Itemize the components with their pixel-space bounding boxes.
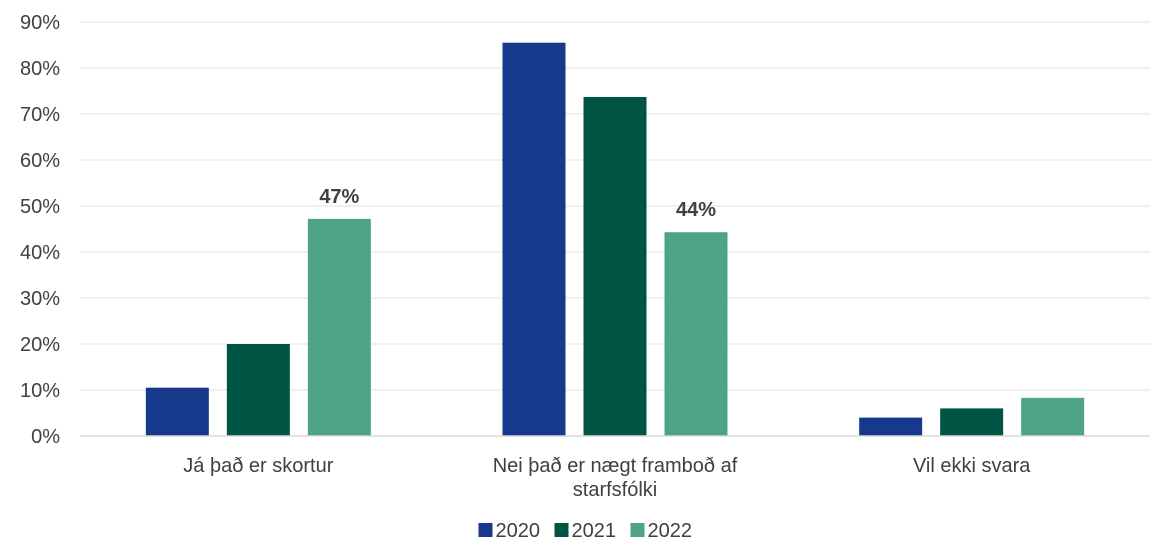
y-tick-label: 0%: [31, 426, 60, 448]
legend-item-2022: 2022: [630, 520, 693, 542]
data-label: 44%: [676, 199, 716, 221]
data-label: 47%: [319, 186, 359, 208]
y-tick-label: 70%: [20, 104, 60, 126]
legend-swatch: [630, 523, 645, 537]
bars: [145, 42, 1085, 436]
legend: 2020 2021 2022: [478, 520, 693, 542]
y-tick-label: 10%: [20, 380, 60, 402]
x-axis-categories: Já það er skortur Nei það er nægt framboð…: [183, 455, 1031, 501]
bar-2022-2: [664, 232, 728, 436]
legend-label: 2020: [496, 520, 541, 542]
y-tick-label: 90%: [20, 12, 60, 34]
y-tick-label: 60%: [20, 150, 60, 172]
bar-2021-3: [940, 408, 1004, 436]
bar-2022-1: [307, 218, 371, 436]
x-category-label: Vil ekki svara: [913, 455, 1031, 477]
x-category-label: Nei það er nægt framboð af starfsfólki: [493, 455, 738, 501]
legend-swatch: [478, 523, 493, 537]
legend-item-2020: 2020: [478, 520, 541, 542]
y-tick-label: 20%: [20, 334, 60, 356]
legend-label: 2022: [648, 520, 693, 542]
y-tick-label: 80%: [20, 58, 60, 80]
bar-2021-1: [226, 344, 290, 436]
y-tick-label: 40%: [20, 242, 60, 264]
legend-label: 2021: [572, 520, 617, 542]
bar-2022-3: [1021, 397, 1085, 436]
data-labels: 47% 44%: [319, 186, 716, 221]
legend-swatch: [554, 523, 569, 537]
y-axis-ticks: 0% 10% 20% 30% 40% 50% 60% 70% 80% 90%: [20, 12, 60, 448]
x-category-label: Já það er skortur: [183, 455, 333, 477]
y-tick-label: 30%: [20, 288, 60, 310]
bar-2020-2: [502, 42, 566, 436]
bar-2020-3: [859, 417, 923, 436]
y-tick-label: 50%: [20, 196, 60, 218]
bar-2021-2: [583, 96, 647, 436]
bar-2020-1: [145, 387, 209, 436]
legend-item-2021: 2021: [554, 520, 617, 542]
